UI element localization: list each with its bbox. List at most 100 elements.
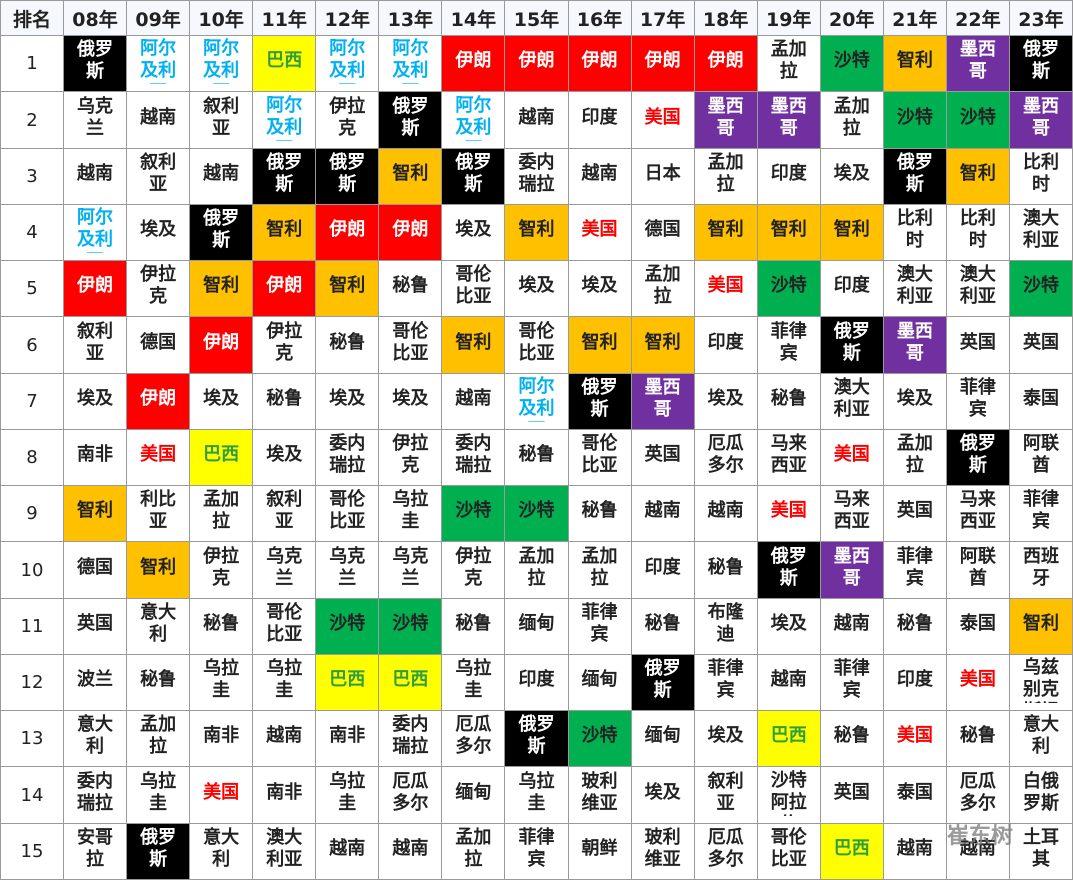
country-name: 布隆迪 [707, 601, 744, 645]
country-cell: 智利 [1008, 597, 1073, 655]
table-row: 4阿尔及利亚埃及俄罗斯智利伊朗伊朗埃及智利美国德国智利智利智利比利时比利时澳大利… [0, 203, 1073, 262]
country-cell: 德国 [126, 316, 191, 374]
country-name: 墨西哥 [1022, 95, 1059, 139]
country-name: 秘鲁 [707, 556, 744, 578]
country-name: 越南 [518, 106, 555, 128]
country-cell: 乌拉圭 [315, 766, 380, 824]
country-cell: 越南 [252, 710, 317, 768]
country-name: 澳大利亚 [833, 376, 870, 420]
country-name: 厄瓜多尔 [707, 826, 744, 870]
country-name: 沙特 [581, 725, 618, 747]
country-name: 埃及 [203, 387, 240, 409]
country-cell: 伊朗 [567, 35, 632, 93]
country-cell: 澳大利亚 [945, 260, 1010, 318]
country-name: 委内瑞拉 [455, 433, 492, 477]
country-name: 乌拉圭 [329, 770, 366, 814]
country-cell: 缅甸 [567, 653, 632, 712]
country-cell: 墨西哥 [756, 91, 821, 149]
country-cell: 比利时 [882, 203, 947, 262]
rank-cell: 13 [0, 710, 64, 768]
country-name: 巴西 [833, 837, 870, 859]
country-name: 埃及 [266, 444, 303, 466]
country-cell: 阿尔及利亚 [504, 372, 569, 430]
country-cell: 伊拉克 [189, 541, 254, 599]
country-name: 俄罗斯 [770, 545, 807, 589]
country-cell: 埃及 [126, 203, 191, 262]
country-cell: 澳大利亚 [819, 372, 884, 430]
country-name: 埃及 [707, 387, 744, 409]
country-cell: 智利 [252, 203, 317, 262]
table-row: 3 越南 叙利亚 越南 俄罗斯 俄罗斯 智利 俄罗斯 委内瑞拉 越南 日本 孟加拉 印度 埃及 俄罗斯 智利比… [0, 147, 1073, 205]
country-cell: 智利 [378, 147, 443, 205]
rank-cell: 15 [0, 822, 64, 880]
country-cell: 越南 [945, 822, 1010, 880]
country-name: 厄瓜多尔 [707, 433, 744, 477]
country-cell: 秘鲁 [630, 597, 695, 655]
country-name: 埃及 [329, 387, 366, 409]
country-cell: 孟加拉 [126, 710, 191, 768]
country-cell: 缅甸 [630, 710, 695, 768]
country-name: 哥伦比亚 [518, 320, 555, 364]
country-cell: 俄罗斯 [126, 822, 191, 880]
country-name: 秘鲁 [581, 500, 618, 522]
country-name: 南非 [77, 444, 114, 466]
country-name: 印度 [707, 331, 744, 353]
country-cell: 智利 [189, 260, 254, 318]
country-cell: 意大利 [62, 710, 128, 768]
country-name: 英国 [1022, 331, 1059, 353]
country-name: 俄罗斯 [896, 151, 933, 195]
country-name: 俄罗斯 [266, 151, 303, 195]
country-cell: 英国 [882, 485, 947, 543]
country-name: 智利 [455, 331, 492, 353]
country-cell: 秘鲁 [252, 372, 317, 430]
country-name: 墨西哥 [707, 95, 744, 139]
country-name: 美国 [644, 106, 681, 128]
country-name: 阿尔及利亚 [77, 207, 114, 253]
country-cell: 沙特 [882, 91, 947, 149]
country-name: 意大利 [203, 826, 240, 870]
table-row: 9 智利 利比亚 孟加拉 叙利亚 哥伦比亚 乌拉圭 沙特 沙特 秘鲁 越南 越南 美国 马来西亚 英国 马来西… [0, 485, 1073, 543]
country-name: 美国 [833, 444, 870, 466]
country-name: 利比亚 [140, 489, 177, 533]
country-cell: 委内瑞拉 [315, 428, 380, 487]
country-cell: 伊朗 [252, 260, 317, 318]
country-cell: 美国 [945, 653, 1010, 712]
country-cell: 智利 [756, 203, 821, 262]
country-cell: 越南 [693, 485, 758, 543]
country-name: 沙特 [959, 106, 996, 128]
rank-cell: 10 [0, 541, 64, 599]
country-cell: 美国 [630, 91, 695, 149]
country-cell: 巴西 [315, 653, 380, 712]
rank-cell: 1 [0, 35, 64, 93]
country-cell: 英国 [630, 428, 695, 487]
country-cell: 德国 [62, 541, 128, 599]
header-cell: 22年 [945, 0, 1010, 37]
country-name: 伊拉克 [329, 95, 366, 139]
country-cell: 南非 [62, 428, 128, 487]
country-cell: 阿尔及利亚 [378, 35, 443, 93]
country-name: 英国 [833, 781, 870, 803]
country-name: 智利 [392, 162, 429, 184]
header-cell: 10年 [189, 0, 254, 37]
country-name: 巴西 [392, 669, 429, 691]
country-cell: 埃及 [189, 372, 254, 430]
country-cell: 厄瓜多尔 [441, 710, 506, 768]
header-row: 排名 08年 09年 10年 11年 12年 13年 14年 15年 16年 17年 18年 19年 20… [0, 0, 1073, 37]
country-name: 缅甸 [455, 781, 492, 803]
country-cell: 伊朗 [693, 35, 758, 93]
header-cell: 11年 [252, 0, 317, 37]
country-cell: 俄罗斯 [1008, 35, 1073, 93]
country-name: 南非 [203, 725, 240, 747]
country-cell: 俄罗斯 [756, 541, 821, 599]
rank-cell: 2 [0, 91, 64, 149]
country-cell: 巴西 [378, 653, 443, 712]
table-row: 7 埃及 伊朗 埃及 秘鲁 埃及 埃及 越南 阿尔及利亚俄罗斯墨西哥 埃及 秘鲁 澳大利亚 埃及 菲律宾 泰… [0, 372, 1073, 430]
country-name: 秘鲁 [455, 612, 492, 634]
table-row: 8 南非 美国 巴西 埃及 委内瑞拉 伊拉克 委内瑞拉 秘鲁 哥伦比亚 英国 厄瓜多尔 马来西亚 美国 孟加… [0, 428, 1073, 487]
country-name: 埃及 [140, 219, 177, 241]
country-name: 委内瑞拉 [77, 770, 114, 814]
country-name: 玻利维亚 [644, 826, 681, 870]
country-cell: 乌克兰 [315, 541, 380, 599]
country-cell: 叙利亚 [252, 485, 317, 543]
country-cell: 厄瓜多尔 [693, 822, 758, 880]
